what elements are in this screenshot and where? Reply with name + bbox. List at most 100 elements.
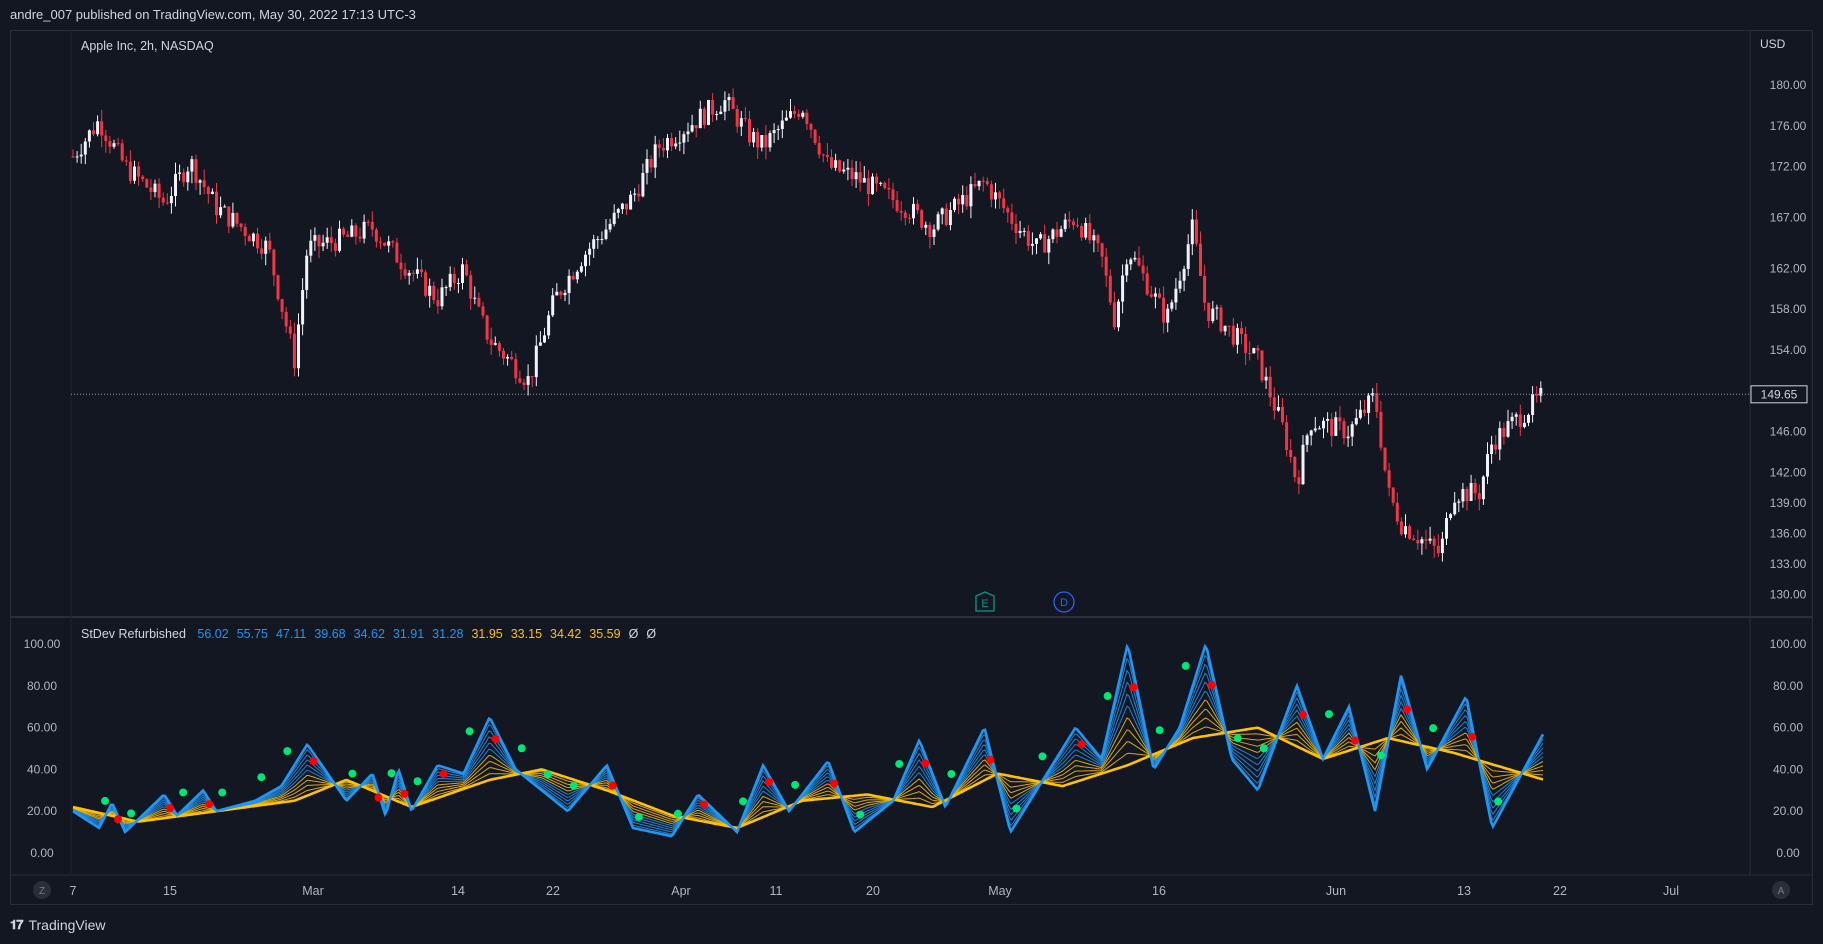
price-tick-label: 146.00 <box>1770 425 1807 439</box>
candle-body <box>616 209 620 213</box>
bearish-signal-dot <box>1351 736 1359 745</box>
candle-body <box>215 191 218 216</box>
candle-body <box>743 118 747 120</box>
candle-body <box>1215 307 1219 309</box>
time-tick-label: 22 <box>1553 884 1567 898</box>
candle-body <box>1186 244 1190 269</box>
candle-body <box>645 159 649 173</box>
candle-body <box>260 248 264 254</box>
oscillator-axis[interactable]: 100.00 100.00 80.00 80.00 60.00 60.00 40.00 40.… <box>24 637 1807 860</box>
candle-body <box>977 180 981 187</box>
candle-body <box>1449 514 1453 519</box>
auto-scale-button[interactable]: A <box>1772 881 1790 899</box>
candle-body <box>1158 293 1161 298</box>
candle-body <box>793 111 797 114</box>
candle-body <box>727 97 731 101</box>
candle-body <box>362 221 366 239</box>
candle-body <box>1112 302 1116 328</box>
candle-body <box>1211 308 1215 322</box>
price-tick-label: 154.00 <box>1770 343 1807 357</box>
candle-body <box>1399 521 1403 535</box>
price-tick-label: 136.00 <box>1770 526 1807 540</box>
candle-body <box>875 176 879 184</box>
candle-body <box>1416 540 1420 544</box>
candle-body <box>1371 393 1375 396</box>
bullish-signal-dot <box>127 809 136 818</box>
candle-body <box>333 243 337 251</box>
candle-body <box>104 135 108 142</box>
candle-body <box>510 356 514 360</box>
candle-body <box>784 117 788 121</box>
candle-body <box>858 172 862 183</box>
stdev-ribbon-line <box>72 717 1544 830</box>
candle-body <box>579 266 583 272</box>
price-tick-label: 130.00 <box>1770 588 1807 602</box>
candle-body <box>756 132 760 148</box>
candle-body <box>1117 301 1120 328</box>
bullish-signal-dot <box>673 809 682 818</box>
candle-body <box>1235 328 1239 345</box>
candle-body <box>1305 435 1309 445</box>
candle-body <box>780 120 784 129</box>
bullish-signal-dot <box>1494 797 1503 806</box>
candle-body <box>1367 395 1371 413</box>
candle-body <box>682 134 686 143</box>
candle-body <box>366 221 370 223</box>
time-axis[interactable]: 7 15 Mar 14 22 Apr 11 20 May 16 Jun 13 22 Jul <box>70 884 1679 898</box>
bullish-signal-dot <box>1012 804 1021 813</box>
candle-body <box>686 131 690 135</box>
candle-body <box>485 315 489 340</box>
candle-body <box>534 345 538 378</box>
candle-body <box>1445 518 1448 539</box>
candle-body <box>895 200 899 211</box>
time-tick-label: 22 <box>546 884 560 898</box>
candle-body <box>600 238 604 240</box>
candle-body <box>989 184 993 200</box>
bullish-signal-dot <box>283 747 292 756</box>
candle-body <box>342 228 346 235</box>
candle-body <box>932 229 936 237</box>
stdev-ribbon-line <box>72 672 1544 832</box>
price-tick-label: 142.00 <box>1770 465 1807 479</box>
candle-body <box>128 161 132 181</box>
candle-body <box>1285 422 1289 451</box>
bullish-signal-dot <box>179 788 188 797</box>
candle-body <box>940 208 944 215</box>
candle-body <box>1063 219 1067 230</box>
osc-tick-label-left: 80.00 <box>27 679 57 693</box>
price-axis[interactable]: 180.00 176.00 172.00 167.00 162.00 158.00 154.… <box>1770 78 1807 602</box>
candle-body <box>657 144 661 148</box>
earnings-event-marker[interactable]: E <box>975 591 995 612</box>
zoom-z-button[interactable]: Z <box>33 881 51 899</box>
candle-body <box>473 297 477 299</box>
candle-body <box>153 183 157 193</box>
candle-body <box>625 203 628 210</box>
tradingview-brand[interactable]: 𝟏𝟕 TradingView <box>10 917 106 933</box>
candle-body <box>411 272 415 274</box>
candle-body <box>161 197 165 203</box>
bearish-signal-dot <box>439 770 448 779</box>
candle-body <box>358 236 362 239</box>
candle-body <box>690 125 694 132</box>
bullish-signal-dot <box>634 812 643 821</box>
candle-body <box>768 133 772 148</box>
candle-body <box>1190 219 1194 245</box>
candle-body <box>1125 264 1129 276</box>
candle-body <box>264 240 268 254</box>
bearish-signal-dot <box>1468 732 1477 741</box>
dividend-event-marker[interactable]: D <box>1053 591 1075 613</box>
candle-body <box>440 287 444 307</box>
candle-body <box>879 182 883 184</box>
candle-body <box>284 311 288 327</box>
candle-body <box>924 224 928 228</box>
candle-body <box>210 191 214 195</box>
candle-body <box>1440 538 1444 554</box>
candle-body <box>247 236 251 242</box>
time-tick-label: May <box>988 884 1012 898</box>
candle-body <box>596 239 600 241</box>
candle-body <box>629 194 633 210</box>
candle-body <box>1481 476 1485 500</box>
candle-body <box>1170 302 1174 309</box>
candle-body <box>1121 275 1125 302</box>
